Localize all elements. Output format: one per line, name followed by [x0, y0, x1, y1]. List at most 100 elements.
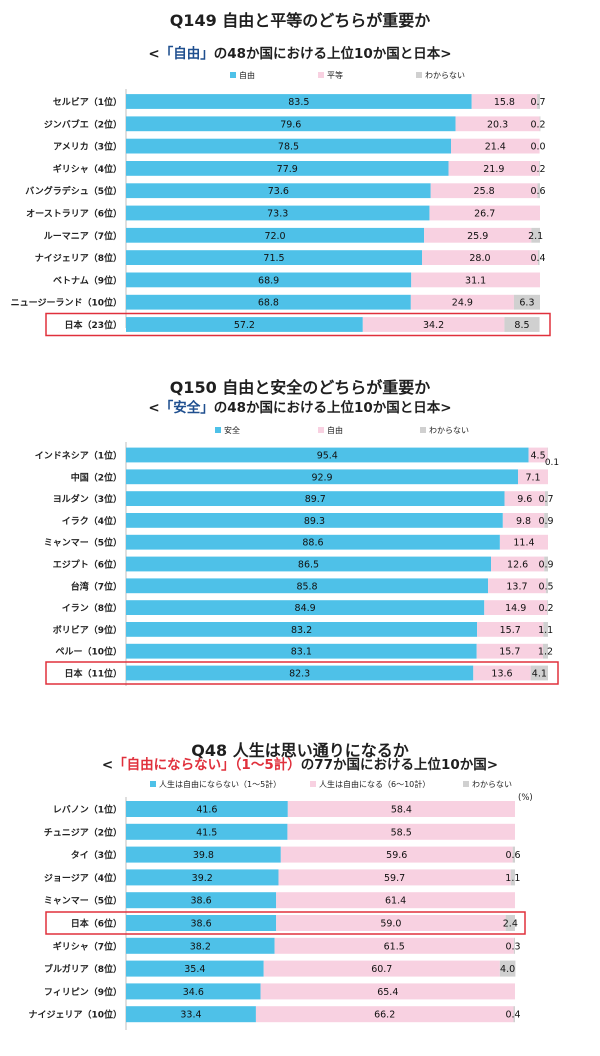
data-label: 83.2: [291, 625, 312, 636]
category-label: ニュージーランド（10位）: [11, 297, 122, 309]
data-label: 4.1: [532, 669, 547, 680]
data-label: 1.2: [538, 647, 553, 658]
legend-label: 安全: [224, 425, 240, 435]
data-label: 72.0: [264, 231, 285, 242]
category-label: タイ（3位）: [71, 849, 122, 861]
data-label: 58.4: [391, 805, 412, 816]
data-label: 0.2: [538, 603, 553, 614]
category-label: フィリピン（9位）: [44, 986, 122, 998]
data-label: 2.4: [503, 919, 518, 930]
data-label: 15.7: [500, 625, 521, 636]
chart-title: Q149 自由と平等のどちらが重要か: [170, 11, 431, 30]
legend-label: 人生は自由になる（6～10計）: [319, 779, 430, 789]
category-label: ナイジェリア（8位）: [35, 252, 122, 264]
data-label: 79.6: [280, 119, 301, 130]
data-label: 59.7: [384, 873, 405, 884]
subtitle-highlight: 「安全」: [160, 399, 214, 416]
data-label: 20.3: [487, 119, 508, 130]
chart-subtitle: <「自由にならない」（1～5計）の77か国における上位10か国>: [102, 756, 498, 773]
category-label: 中国（2位）: [71, 471, 122, 483]
chart-subtitle: <「安全」の48か国における上位10か国と日本>: [148, 399, 451, 416]
legend-swatch: [215, 427, 221, 433]
data-label: 4.0: [500, 964, 515, 975]
bar-row: フィリピン（9位） 34.6 65.4: [44, 983, 515, 999]
data-label: 65.4: [377, 987, 398, 998]
category-label: ジンバブエ（2位）: [44, 118, 122, 130]
data-label: 73.6: [268, 186, 289, 197]
data-label: 34.6: [183, 987, 204, 998]
data-label: 88.6: [302, 538, 323, 549]
category-label: レバノン（1位）: [53, 804, 122, 816]
chart-subtitle: <「自由」の48か国における上位10か国と日本>: [148, 45, 451, 62]
subtitle-highlight: 「自由にならない」（1～5計）: [113, 756, 301, 773]
data-label: 0.6: [505, 850, 520, 861]
category-label: イラン（8位）: [62, 602, 122, 614]
data-label: 89.7: [305, 494, 326, 505]
subtitle-prefix: <: [148, 400, 159, 416]
category-label: 日本（23位）: [64, 319, 122, 331]
category-label: イラク（4位）: [62, 515, 122, 527]
data-label: 84.9: [295, 603, 316, 614]
data-label: 14.9: [505, 603, 526, 614]
legend-swatch: [420, 427, 426, 433]
data-label: 2.1: [528, 231, 543, 242]
data-label: 0.2: [530, 119, 545, 130]
data-label: 38.2: [190, 941, 211, 952]
category-label: ボリビア（9位）: [53, 624, 122, 636]
category-label: アメリカ（3位）: [53, 141, 122, 153]
category-label: ルーマニア（7位）: [44, 230, 122, 242]
data-label: 25.8: [474, 186, 495, 197]
legend-label: わからない: [472, 780, 512, 789]
data-label: 61.5: [384, 941, 405, 952]
data-label: 41.6: [196, 805, 217, 816]
data-label: 89.3: [304, 516, 325, 527]
category-label: 日本（11位）: [64, 668, 122, 680]
data-label: 21.9: [483, 164, 504, 175]
data-label: 24.9: [452, 298, 473, 309]
category-label: ミャンマー（5位）: [44, 895, 122, 907]
category-label: セルビア（1位）: [53, 96, 122, 108]
data-label: 92.9: [311, 472, 332, 483]
legend-label: 人生は自由にならない（1～5計）: [159, 779, 281, 789]
data-label: 0.4: [505, 1010, 520, 1021]
legend-label: わからない: [425, 71, 465, 80]
data-label: 34.2: [423, 320, 444, 331]
data-label: 8.5: [514, 320, 529, 331]
unit-label: (%): [518, 793, 533, 803]
category-label: ヨルダン（3位）: [53, 493, 122, 505]
data-label: 68.9: [258, 275, 279, 286]
legend-swatch: [318, 72, 324, 78]
data-label: 83.1: [291, 647, 312, 658]
bar-row: ボリビア（9位） 83.2 15.7 1.1: [53, 622, 553, 637]
data-label: 38.6: [190, 896, 211, 907]
category-label: ギリシャ（7位）: [53, 940, 122, 952]
category-label: チュニジア（2位）: [44, 826, 122, 838]
data-label: 66.2: [374, 1010, 395, 1021]
data-label: 31.1: [465, 275, 486, 286]
data-label: 1.1: [538, 625, 553, 636]
data-label: 0.9: [538, 560, 553, 571]
data-label: 0.2: [530, 164, 545, 175]
category-label: ミャンマー（5位）: [44, 537, 122, 549]
subtitle-suffix: の48か国における上位10か国と日本>: [214, 45, 452, 62]
data-label: 4.5: [531, 451, 546, 462]
